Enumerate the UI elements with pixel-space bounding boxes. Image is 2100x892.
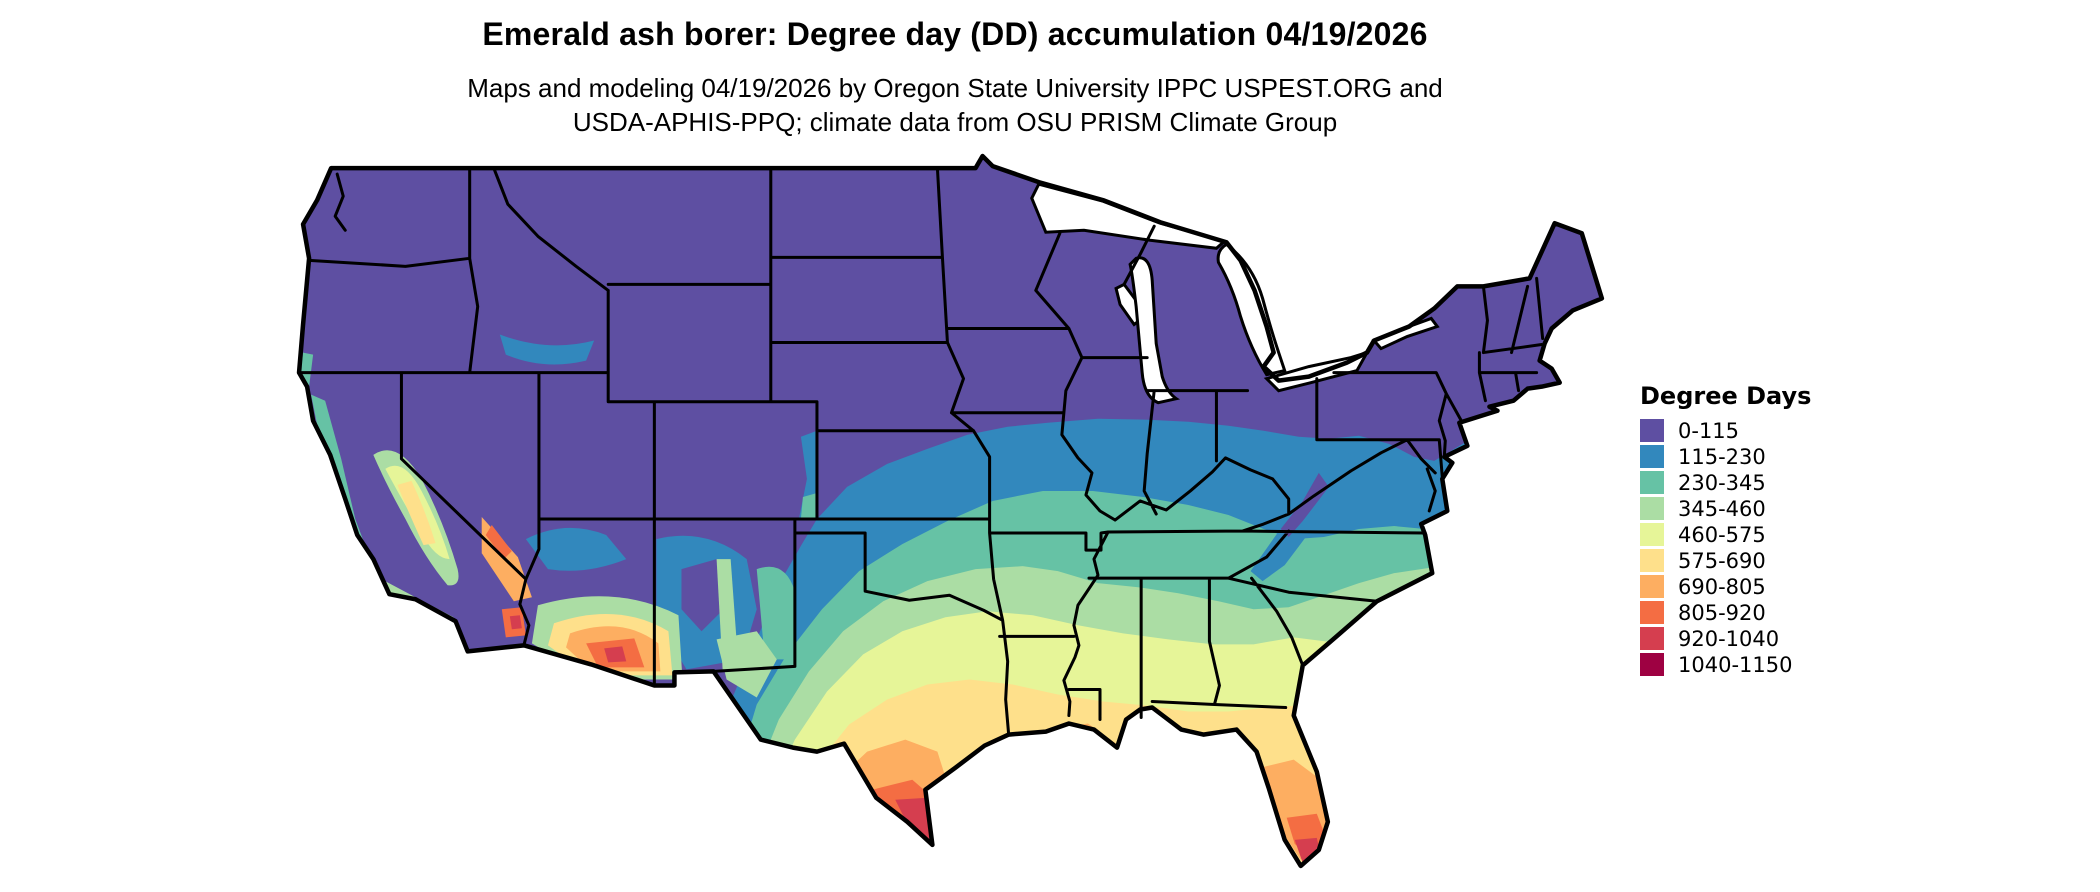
legend-swatch <box>1640 627 1664 650</box>
dd-blob-el-paso-green <box>716 631 777 698</box>
title-block: Emerald ash borer: Degree day (DD) accum… <box>0 16 1910 139</box>
legend-row: 230-345 <box>1640 470 1811 495</box>
legend-label: 920-1040 <box>1678 626 1780 651</box>
dd-blob-east-new-mexico-teal <box>756 566 795 660</box>
legend-swatch <box>1640 523 1664 546</box>
legend-swatch <box>1640 445 1664 468</box>
legend-label: 230-345 <box>1678 470 1766 495</box>
legend-row: 345-460 <box>1640 496 1811 521</box>
dd-blob-florida-keys-1040-1150 <box>1301 867 1336 883</box>
legend-row: 0-115 <box>1640 418 1811 443</box>
dd-blob-death-valley-core <box>485 525 512 560</box>
us-map-svg <box>296 153 1605 883</box>
dd-blob-phoenix-red-speck <box>604 646 627 663</box>
legend-title: Degree Days <box>1640 382 1812 410</box>
dd-blob-snake-plain-blue <box>499 334 595 365</box>
legend: Degree Days 0-115 115-230 230-345 345-460 46… <box>1640 382 1811 679</box>
legend-label: 345-460 <box>1678 496 1766 521</box>
legend-row: 1040-1150 <box>1640 652 1811 677</box>
legend-row: 460-575 <box>1640 522 1811 547</box>
legend-label: 0-115 <box>1678 418 1740 443</box>
lake-huron <box>1216 242 1287 377</box>
dd-blob-se-colorado-teal <box>800 492 817 520</box>
subtitle-line-2: USDA-APHIS-PPQ; climate data from OSU PR… <box>572 107 1338 137</box>
us-degree-day-map <box>285 138 1640 890</box>
lake-michigan <box>1128 256 1181 405</box>
legend-label: 575-690 <box>1678 548 1766 573</box>
state-borders <box>297 166 1545 737</box>
dd-blob-central-valley-yellow <box>397 480 436 546</box>
legend-label: 1040-1150 <box>1678 652 1793 677</box>
legend-label: 805-920 <box>1678 600 1766 625</box>
legend-swatch <box>1640 497 1664 520</box>
legend-swatch <box>1640 601 1664 624</box>
legend-swatch <box>1640 419 1664 442</box>
us-outline <box>296 153 1605 869</box>
legend-label: 460-575 <box>1678 522 1766 547</box>
dd-blob-appalachian-purple-streak <box>1280 472 1329 538</box>
legend-row: 805-920 <box>1640 600 1811 625</box>
legend-row: 115-230 <box>1640 444 1811 469</box>
legend-swatch <box>1640 471 1664 494</box>
legend-row: 575-690 <box>1640 548 1811 573</box>
legend-swatch <box>1640 575 1664 598</box>
legend-swatch <box>1640 549 1664 572</box>
subtitle-line-1: Maps and modeling 04/19/2026 by Oregon S… <box>467 73 1443 103</box>
legend-swatch <box>1640 653 1664 676</box>
dd-blob-mojave-blue <box>525 527 627 571</box>
legend-label: 115-230 <box>1678 444 1766 469</box>
page-title: Emerald ash borer: Degree day (DD) accum… <box>482 16 1428 52</box>
legend-label: 690-805 <box>1678 574 1766 599</box>
legend-row: 690-805 <box>1640 574 1811 599</box>
dd-blob-imperial-red-speck <box>509 615 522 630</box>
legend-rows: 0-115 115-230 230-345 345-460 460-575 575-690… <box>1640 418 1811 677</box>
legend-row: 920-1040 <box>1640 626 1811 651</box>
